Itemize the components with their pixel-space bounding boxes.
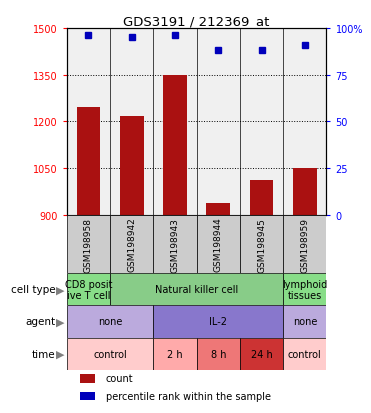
Text: cell type: cell type: [11, 285, 56, 294]
Text: GSM198942: GSM198942: [127, 217, 136, 272]
Text: GSM198959: GSM198959: [301, 217, 309, 272]
Text: ▶: ▶: [56, 285, 65, 294]
Bar: [240, 338, 283, 370]
Text: none: none: [98, 317, 122, 327]
Text: Natural killer cell: Natural killer cell: [155, 285, 238, 294]
Text: lymphoid
tissues: lymphoid tissues: [282, 279, 328, 300]
Bar: [153, 306, 283, 338]
Text: count: count: [106, 373, 133, 384]
Bar: [120, 116, 144, 215]
Bar: [206, 204, 230, 215]
Bar: [283, 338, 326, 370]
Title: GDS3191 / 212369_at: GDS3191 / 212369_at: [124, 15, 270, 28]
Bar: [197, 338, 240, 370]
Bar: [67, 215, 110, 274]
Bar: [110, 274, 283, 306]
Bar: [67, 274, 110, 306]
Bar: [283, 274, 326, 306]
Text: control: control: [288, 349, 322, 359]
Text: time: time: [32, 349, 56, 359]
Text: GSM198944: GSM198944: [214, 217, 223, 272]
Bar: [163, 76, 187, 215]
Bar: [110, 215, 153, 274]
Text: 8 h: 8 h: [210, 349, 226, 359]
Text: control: control: [93, 349, 127, 359]
Text: ▶: ▶: [56, 317, 65, 327]
Bar: [76, 108, 100, 215]
Text: CD8 posit
ive T cell: CD8 posit ive T cell: [65, 279, 112, 300]
Bar: [153, 215, 197, 274]
Bar: [67, 306, 153, 338]
Bar: [283, 215, 326, 274]
Bar: [293, 169, 317, 215]
Text: 2 h: 2 h: [167, 349, 183, 359]
Bar: [80, 374, 95, 383]
Text: GSM198943: GSM198943: [171, 217, 180, 272]
Bar: [80, 392, 95, 400]
Text: GSM198958: GSM198958: [84, 217, 93, 272]
Bar: [283, 306, 326, 338]
Bar: [240, 215, 283, 274]
Text: GSM198945: GSM198945: [257, 217, 266, 272]
Text: ▶: ▶: [56, 349, 65, 359]
Text: percentile rank within the sample: percentile rank within the sample: [106, 391, 271, 401]
Text: agent: agent: [26, 317, 56, 327]
Text: 24 h: 24 h: [251, 349, 272, 359]
Bar: [153, 338, 197, 370]
Bar: [67, 338, 153, 370]
Text: none: none: [293, 317, 317, 327]
Bar: [197, 215, 240, 274]
Text: IL-2: IL-2: [209, 317, 227, 327]
Bar: [250, 180, 273, 215]
